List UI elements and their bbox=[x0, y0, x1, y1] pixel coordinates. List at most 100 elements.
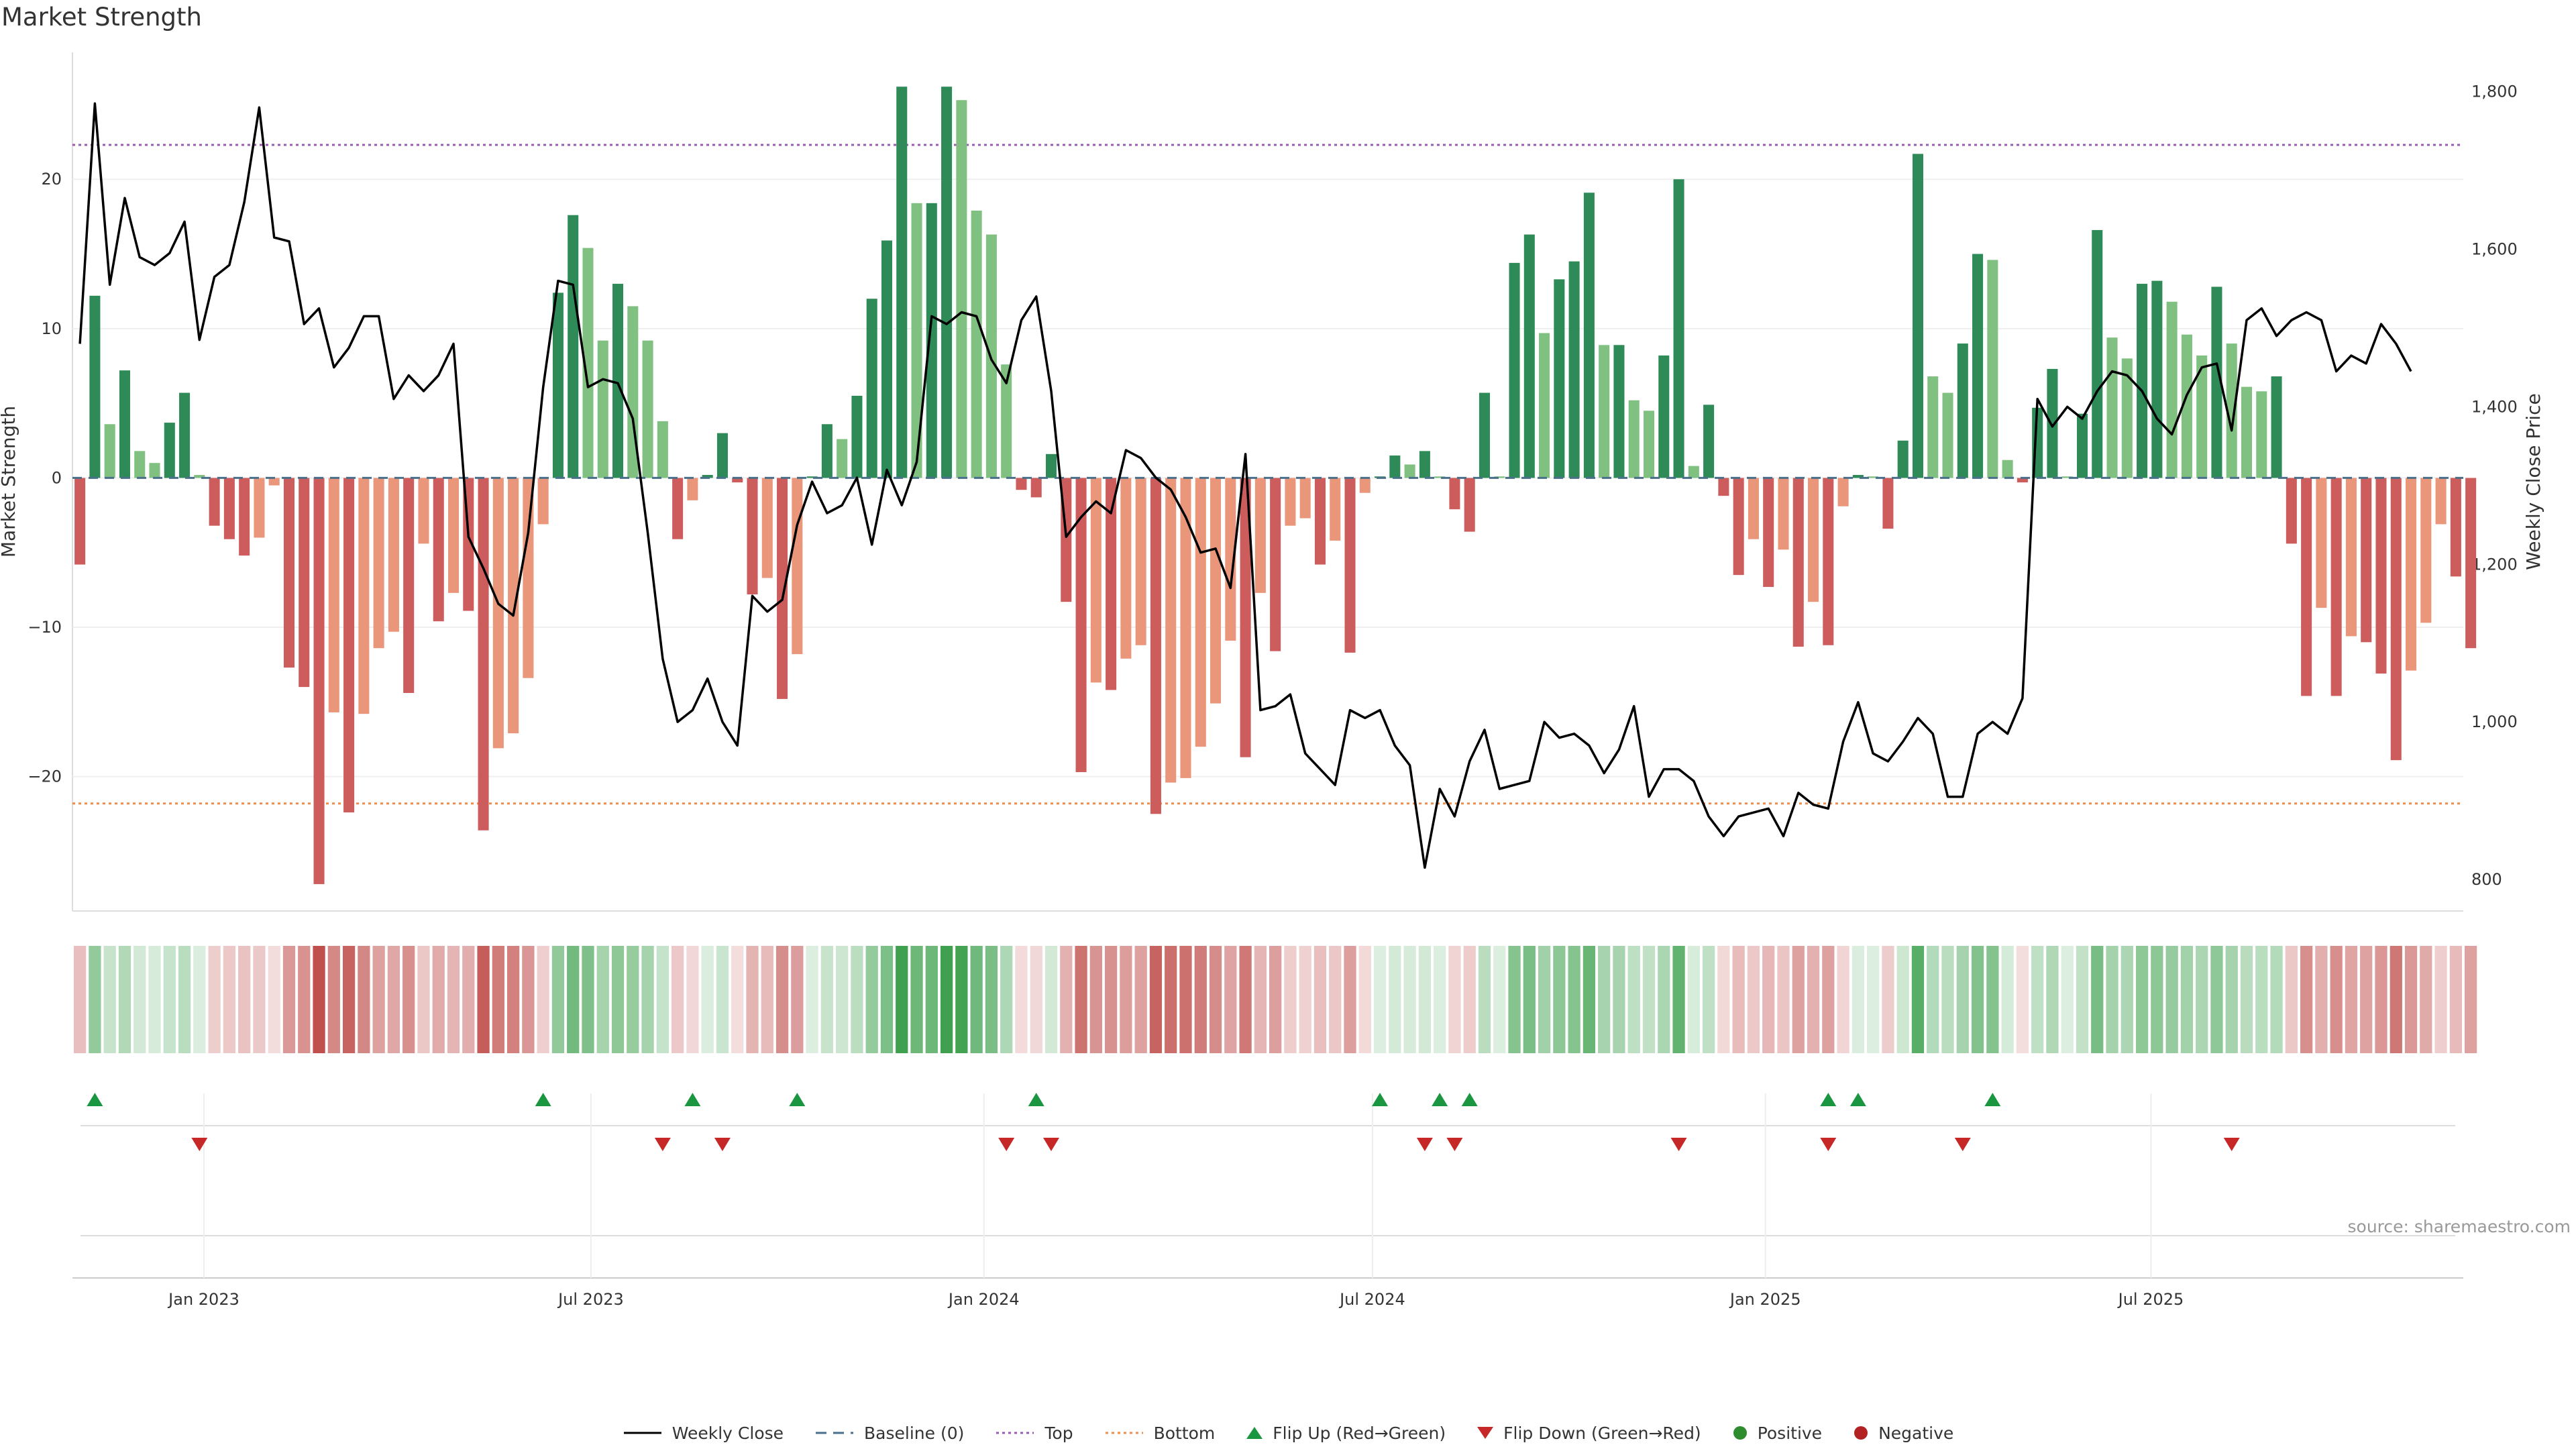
strength-bar bbox=[2420, 478, 2432, 623]
weekly-close-line-icon bbox=[623, 1432, 661, 1434]
strength-bar bbox=[552, 292, 564, 478]
flip-down-marker bbox=[1043, 1138, 1060, 1151]
strength-bar bbox=[1868, 476, 1879, 478]
regime-cell bbox=[567, 946, 580, 1053]
regime-cell bbox=[238, 946, 251, 1053]
regime-cell bbox=[627, 946, 639, 1053]
regime-cell bbox=[1015, 946, 1028, 1053]
y2-tick-label: 800 bbox=[2471, 870, 2502, 889]
regime-cell bbox=[940, 946, 953, 1053]
regime-cell bbox=[1687, 946, 1700, 1053]
strength-bar bbox=[1673, 179, 1684, 478]
strength-bar bbox=[716, 433, 728, 478]
strength-bar bbox=[149, 463, 160, 478]
regime-cell bbox=[925, 946, 938, 1053]
strength-bar bbox=[492, 478, 504, 749]
regime-cell bbox=[761, 946, 773, 1053]
legend-weekly-close[interactable]: Weekly Close bbox=[623, 1424, 784, 1443]
strength-bar bbox=[1703, 405, 1715, 478]
legend-bottom[interactable]: Bottom bbox=[1104, 1424, 1215, 1443]
strength-bar bbox=[732, 478, 743, 483]
regime-cell bbox=[1000, 946, 1013, 1053]
regime-cell bbox=[193, 946, 206, 1053]
regime-cell bbox=[1269, 946, 1282, 1053]
regime-cell bbox=[372, 946, 385, 1053]
regime-cell bbox=[2270, 946, 2283, 1053]
strength-bar bbox=[418, 478, 429, 544]
regime-cell bbox=[1941, 946, 1954, 1053]
x-tick-label: Jan 2023 bbox=[167, 1290, 239, 1309]
legend-flip-up[interactable]: Flip Up (Red→Green) bbox=[1246, 1424, 1446, 1443]
strength-bar bbox=[941, 87, 953, 478]
strength-bar bbox=[2330, 478, 2342, 696]
regime-cell bbox=[1030, 946, 1042, 1053]
strength-bar bbox=[1419, 451, 1430, 478]
strength-bar bbox=[896, 87, 908, 478]
strength-bar bbox=[582, 248, 594, 478]
regime-cell bbox=[2196, 946, 2208, 1053]
strength-bar bbox=[792, 478, 803, 655]
regime-cell bbox=[1179, 946, 1192, 1053]
regime-cell bbox=[358, 946, 370, 1053]
regime-cell bbox=[1224, 946, 1237, 1053]
x-tick-label: Jan 2024 bbox=[947, 1290, 1020, 1309]
strength-bar bbox=[523, 478, 534, 678]
flip-up-marker bbox=[535, 1093, 551, 1106]
strength-bar bbox=[1225, 478, 1236, 641]
legend-positive[interactable]: Positive bbox=[1732, 1424, 1822, 1443]
strength-bar bbox=[223, 478, 235, 539]
strength-bar bbox=[1942, 392, 1953, 478]
regime-cell bbox=[133, 946, 146, 1053]
regime-cell bbox=[2300, 946, 2313, 1053]
regime-cell bbox=[1911, 946, 1925, 1053]
regime-cell bbox=[402, 946, 415, 1053]
strength-bar bbox=[2002, 460, 2013, 478]
regime-cell bbox=[178, 946, 191, 1053]
regime-cell bbox=[2091, 946, 2104, 1053]
regime-cell bbox=[432, 946, 445, 1053]
regime-cell bbox=[2285, 946, 2298, 1053]
strength-bar bbox=[2390, 478, 2402, 761]
flip-down-marker bbox=[998, 1138, 1015, 1151]
regime-cell bbox=[970, 946, 983, 1053]
regime-cell bbox=[1448, 946, 1461, 1053]
strength-bar bbox=[1733, 478, 1744, 576]
legend-flip-down[interactable]: Flip Down (Green→Red) bbox=[1477, 1424, 1701, 1443]
strength-bar bbox=[1464, 478, 1475, 532]
regime-cell bbox=[1463, 946, 1476, 1053]
regime-cell bbox=[2315, 946, 2328, 1053]
y2-tick-label: 1,800 bbox=[2471, 83, 2518, 101]
strength-bar bbox=[2286, 478, 2297, 544]
legend-negative[interactable]: Negative bbox=[1853, 1424, 1953, 1443]
regime-cell bbox=[2240, 946, 2253, 1053]
strength-bar bbox=[1778, 478, 1789, 550]
regime-cell bbox=[1717, 946, 1730, 1053]
strength-bar bbox=[1897, 440, 1909, 478]
flip-up-marker bbox=[1372, 1093, 1389, 1106]
legend-top[interactable]: Top bbox=[995, 1424, 1073, 1443]
strength-bar bbox=[956, 100, 967, 478]
legend: Weekly Close Baseline (0) Top Bottom Fli… bbox=[0, 1421, 2576, 1445]
strength-bar bbox=[478, 478, 489, 830]
regime-cell bbox=[985, 946, 998, 1053]
regime-cell bbox=[282, 946, 296, 1053]
strength-bar bbox=[597, 340, 608, 478]
regime-cell bbox=[2330, 946, 2343, 1053]
legend-label: Flip Up (Red→Green) bbox=[1273, 1423, 1446, 1443]
strength-bar bbox=[1748, 478, 1759, 539]
strength-bar bbox=[358, 478, 370, 714]
strength-bar bbox=[2271, 376, 2282, 478]
regime-cell bbox=[1434, 946, 1446, 1053]
x-tick-label: Jul 2023 bbox=[557, 1290, 624, 1309]
flip-down-marker bbox=[1954, 1138, 1971, 1151]
regime-cell bbox=[1851, 946, 1864, 1053]
strength-bar bbox=[761, 478, 773, 578]
strength-bar bbox=[1389, 455, 1401, 478]
flip-up-marker bbox=[1432, 1093, 1448, 1106]
strength-bar bbox=[1583, 193, 1595, 478]
regime-cell bbox=[2076, 946, 2089, 1053]
strength-bar bbox=[388, 478, 399, 632]
strength-bar bbox=[1539, 333, 1550, 478]
regime-cell bbox=[1553, 946, 1566, 1053]
legend-baseline[interactable]: Baseline (0) bbox=[814, 1424, 964, 1443]
